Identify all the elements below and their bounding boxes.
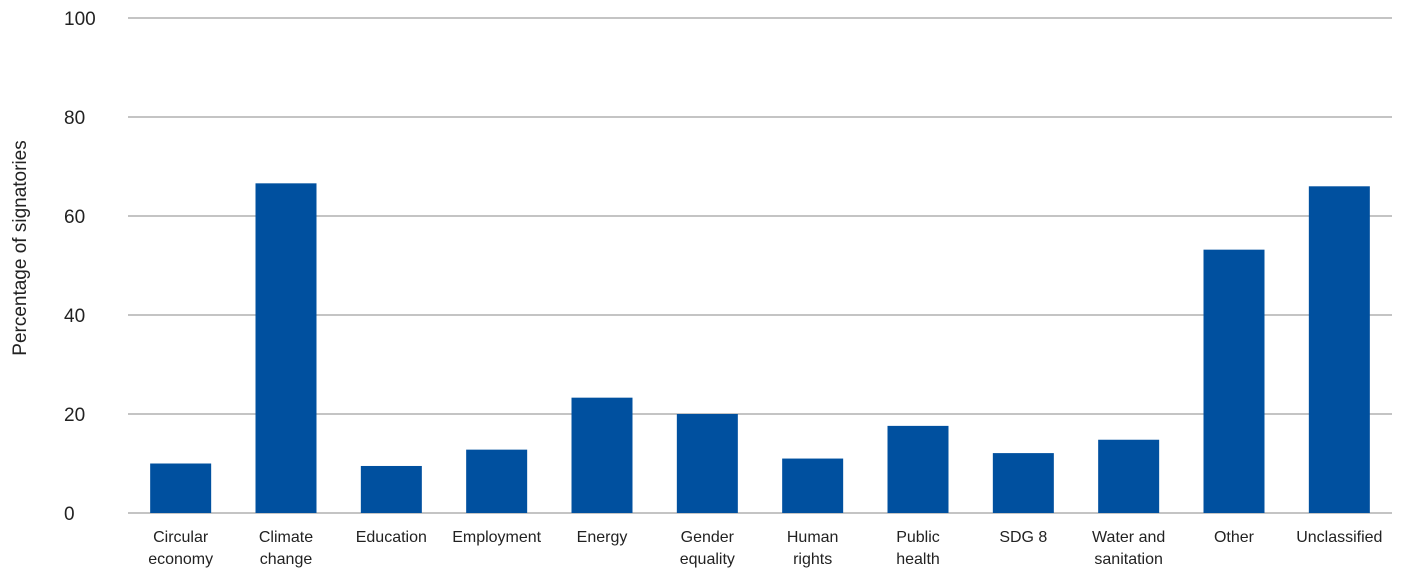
bar-climate-change bbox=[255, 183, 317, 513]
gridlines bbox=[128, 17, 1392, 514]
bar-circular-economy bbox=[150, 463, 212, 513]
x-category-label: Human rights bbox=[787, 529, 839, 568]
bar-gender-equality bbox=[676, 414, 738, 513]
x-category-label-line: Unclassified bbox=[1296, 529, 1382, 546]
x-category-label: Unclassified bbox=[1296, 529, 1382, 546]
bar-other bbox=[1203, 249, 1265, 513]
y-tick-label: 60 bbox=[64, 207, 85, 228]
x-category-label-line: economy bbox=[148, 551, 213, 568]
y-axis-tick-labels: 0 20 40 60 80 100 bbox=[64, 9, 96, 525]
x-category-label-line: Circular bbox=[153, 529, 209, 546]
x-category-label-line: Employment bbox=[452, 529, 541, 546]
bar-energy bbox=[571, 397, 633, 513]
y-tick-label: 80 bbox=[64, 108, 85, 129]
x-category-label-line: equality bbox=[680, 551, 735, 568]
x-category-label-line: Gender bbox=[681, 529, 735, 546]
x-category-label: Other bbox=[1214, 529, 1255, 546]
y-tick-label: 100 bbox=[64, 9, 96, 30]
x-category-label-line: SDG 8 bbox=[999, 529, 1047, 546]
bar-public-health bbox=[887, 425, 949, 513]
x-category-label: Climate change bbox=[259, 529, 313, 568]
x-category-label: SDG 8 bbox=[999, 529, 1047, 546]
x-axis-category-labels: Circular economy Climate change Education Emp… bbox=[148, 529, 1382, 568]
x-category-label-line: health bbox=[896, 551, 940, 568]
x-category-label-line: sanitation bbox=[1094, 551, 1163, 568]
y-tick-label: 20 bbox=[64, 405, 85, 426]
bar-education bbox=[360, 465, 422, 513]
bars bbox=[150, 183, 1370, 514]
x-category-label: Education bbox=[356, 529, 427, 546]
bar-sdg-8 bbox=[992, 453, 1054, 513]
bar-human-rights bbox=[782, 458, 844, 513]
x-category-label: Energy bbox=[577, 529, 628, 546]
y-axis-title: Percentage of signatories bbox=[10, 140, 31, 355]
bar-employment bbox=[466, 449, 528, 513]
x-category-label-line: change bbox=[260, 551, 313, 568]
x-category-label: Circular economy bbox=[148, 529, 213, 568]
y-tick-label: 40 bbox=[64, 306, 85, 327]
x-category-label: Public health bbox=[896, 529, 940, 568]
bar-unclassified bbox=[1308, 186, 1370, 514]
x-category-label-line: rights bbox=[793, 551, 832, 568]
x-category-label: Water and sanitation bbox=[1092, 529, 1165, 568]
bar-water-and-sanitation bbox=[1098, 439, 1160, 513]
x-category-label: Gender equality bbox=[680, 529, 735, 568]
x-category-label-line: Other bbox=[1214, 529, 1255, 546]
x-category-label-line: Human bbox=[787, 529, 839, 546]
y-tick-label: 0 bbox=[64, 504, 75, 525]
x-category-label-line: Water and bbox=[1092, 529, 1165, 546]
x-category-label: Employment bbox=[452, 529, 541, 546]
x-category-label-line: Education bbox=[356, 529, 427, 546]
x-category-label-line: Public bbox=[896, 529, 940, 546]
x-category-label-line: Energy bbox=[577, 529, 628, 546]
x-category-label-line: Climate bbox=[259, 529, 313, 546]
